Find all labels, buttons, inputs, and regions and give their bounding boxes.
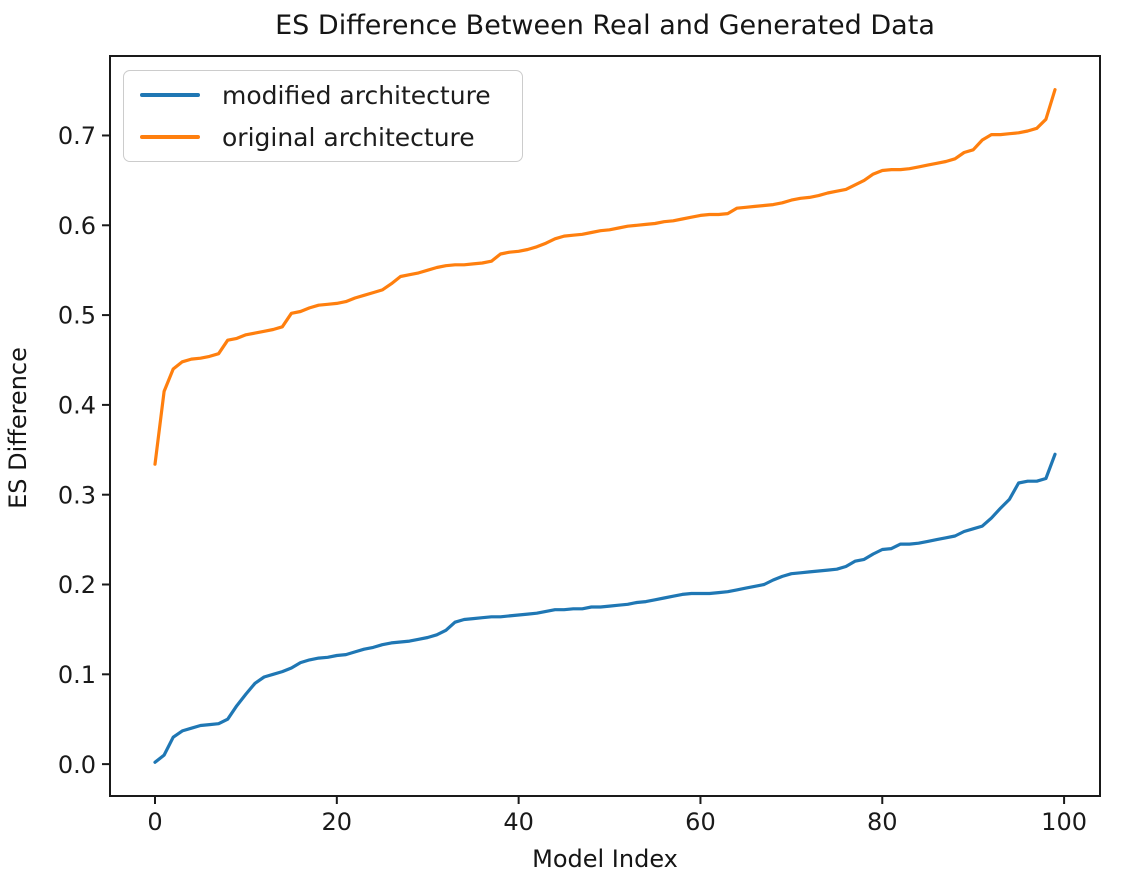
y-tick-label: 0.6: [58, 212, 96, 240]
axes-frame: [109, 55, 1101, 797]
y-tick-label: 0.7: [58, 122, 96, 150]
x-tick-label: 80: [867, 808, 898, 836]
legend-line-swatch-modified: [140, 93, 200, 97]
legend-label-original: original architecture: [222, 122, 475, 152]
x-tick-label: 0: [147, 808, 162, 836]
legend-label-modified: modified architecture: [222, 80, 491, 110]
legend-item-original-architecture: original architecture: [140, 123, 506, 152]
series-line-original-architecture: [153, 88, 1057, 466]
y-tick-label: 0.3: [58, 481, 96, 509]
y-tick-label: 0.2: [58, 571, 96, 599]
y-tick-label: 0.1: [58, 661, 96, 689]
x-tick-label: 20: [322, 808, 353, 836]
x-tick-label: 100: [1041, 808, 1087, 836]
x-tick-label: 40: [503, 808, 534, 836]
x-axis-label: Model Index: [532, 845, 678, 873]
legend-item-modified-architecture: modified architecture: [140, 81, 506, 110]
legend-line-swatch-original: [140, 135, 200, 139]
x-tick-label: 60: [685, 808, 716, 836]
y-tick-label: 0.0: [58, 751, 96, 779]
legend: modified architecture original architect…: [123, 70, 523, 162]
series-line-modified-architecture: [153, 452, 1057, 764]
y-tick-label: 0.4: [58, 392, 96, 420]
y-tick-label: 0.5: [58, 302, 96, 330]
chart-title: ES Difference Between Real and Generated…: [275, 10, 935, 41]
